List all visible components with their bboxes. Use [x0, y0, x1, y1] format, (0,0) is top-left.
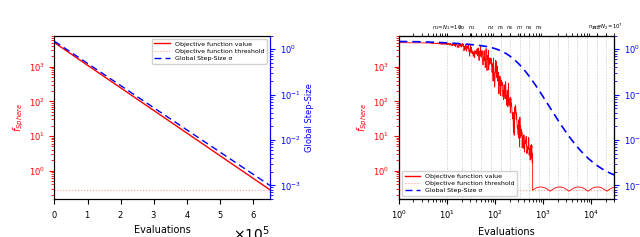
Y-axis label: $f_{Sphere}$: $f_{Sphere}$: [356, 103, 371, 132]
X-axis label: Evaluations: Evaluations: [478, 227, 535, 237]
X-axis label: Evaluations: Evaluations: [134, 225, 191, 235]
Y-axis label: $f_{Sphere}$: $f_{Sphere}$: [12, 103, 26, 132]
Legend: Objective function value, Objective function threshold, Global Step-Size σ: Objective function value, Objective func…: [402, 171, 517, 196]
Legend: Objective function value, Objective function threshold, Global Step-Size σ: Objective function value, Objective func…: [152, 39, 267, 64]
Y-axis label: Global Step-Size: Global Step-Size: [305, 83, 314, 152]
